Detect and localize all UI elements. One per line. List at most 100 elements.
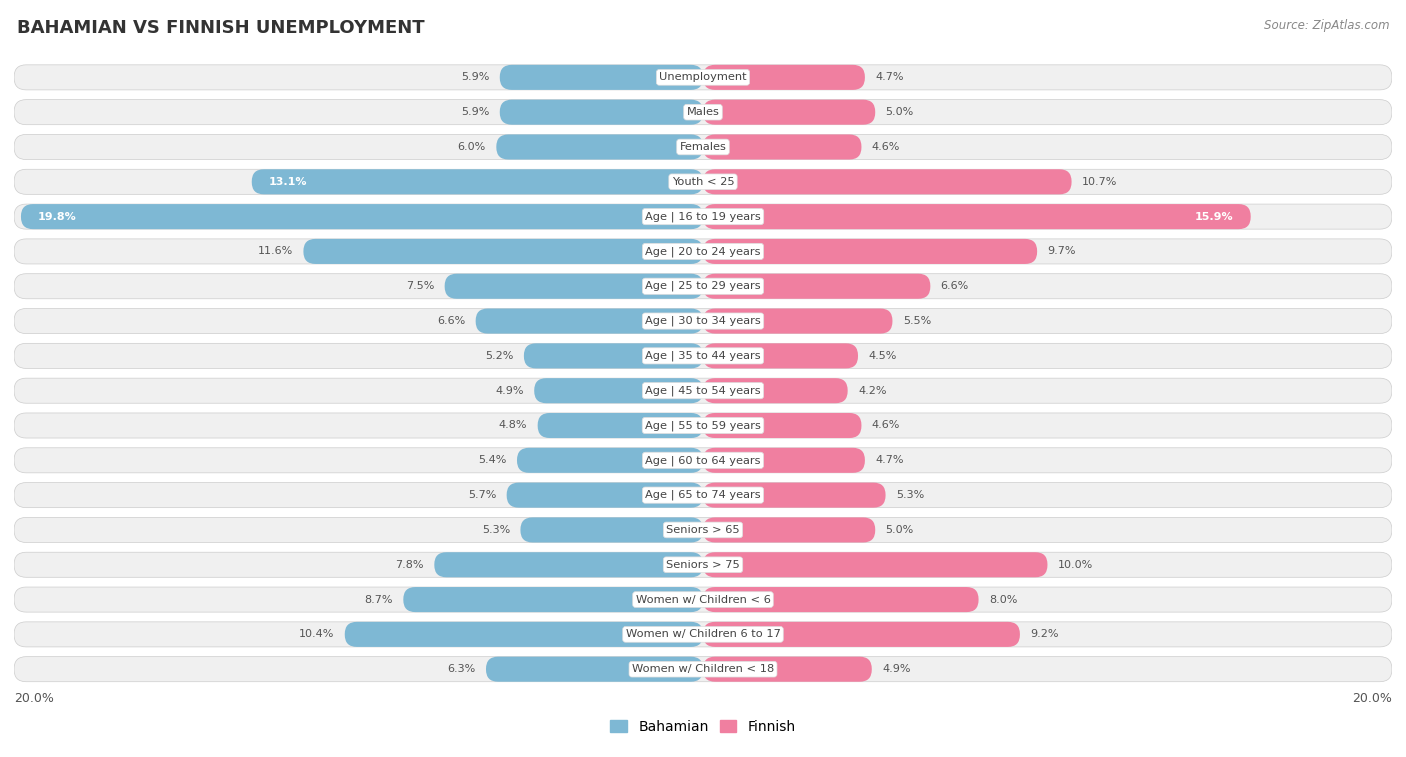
- Text: 4.9%: 4.9%: [882, 664, 911, 674]
- FancyBboxPatch shape: [703, 587, 979, 612]
- FancyBboxPatch shape: [703, 239, 1038, 264]
- Text: 5.7%: 5.7%: [468, 490, 496, 500]
- FancyBboxPatch shape: [14, 100, 1392, 125]
- Text: 4.7%: 4.7%: [875, 455, 904, 466]
- FancyBboxPatch shape: [499, 65, 703, 90]
- FancyBboxPatch shape: [703, 100, 875, 125]
- Text: 5.9%: 5.9%: [461, 107, 489, 117]
- FancyBboxPatch shape: [14, 552, 1392, 578]
- Text: Women w/ Children < 6: Women w/ Children < 6: [636, 594, 770, 605]
- FancyBboxPatch shape: [703, 621, 1019, 647]
- FancyBboxPatch shape: [486, 656, 703, 682]
- Text: 5.3%: 5.3%: [896, 490, 924, 500]
- Text: 19.8%: 19.8%: [38, 212, 77, 222]
- Text: Youth < 25: Youth < 25: [672, 177, 734, 187]
- Text: 13.1%: 13.1%: [269, 177, 308, 187]
- FancyBboxPatch shape: [14, 587, 1392, 612]
- Text: Age | 20 to 24 years: Age | 20 to 24 years: [645, 246, 761, 257]
- Legend: Bahamian, Finnish: Bahamian, Finnish: [605, 715, 801, 740]
- Text: 6.3%: 6.3%: [447, 664, 475, 674]
- Text: 5.4%: 5.4%: [478, 455, 506, 466]
- FancyBboxPatch shape: [14, 656, 1392, 682]
- FancyBboxPatch shape: [703, 552, 1047, 578]
- FancyBboxPatch shape: [703, 204, 1251, 229]
- Text: Males: Males: [686, 107, 720, 117]
- FancyBboxPatch shape: [534, 378, 703, 403]
- FancyBboxPatch shape: [14, 378, 1392, 403]
- Text: 9.7%: 9.7%: [1047, 247, 1076, 257]
- Text: 10.0%: 10.0%: [1057, 559, 1092, 570]
- FancyBboxPatch shape: [703, 413, 862, 438]
- FancyBboxPatch shape: [475, 309, 703, 334]
- FancyBboxPatch shape: [520, 517, 703, 543]
- Text: 4.9%: 4.9%: [495, 385, 524, 396]
- Text: 4.6%: 4.6%: [872, 142, 900, 152]
- FancyBboxPatch shape: [703, 483, 886, 508]
- FancyBboxPatch shape: [14, 135, 1392, 160]
- FancyBboxPatch shape: [703, 517, 875, 543]
- FancyBboxPatch shape: [703, 656, 872, 682]
- FancyBboxPatch shape: [703, 65, 865, 90]
- FancyBboxPatch shape: [14, 65, 1392, 90]
- Text: 4.7%: 4.7%: [875, 73, 904, 83]
- Text: 7.8%: 7.8%: [395, 559, 425, 570]
- FancyBboxPatch shape: [524, 344, 703, 369]
- FancyBboxPatch shape: [344, 621, 703, 647]
- FancyBboxPatch shape: [14, 344, 1392, 369]
- FancyBboxPatch shape: [703, 274, 931, 299]
- FancyBboxPatch shape: [14, 204, 1392, 229]
- Text: 4.2%: 4.2%: [858, 385, 887, 396]
- Text: 5.0%: 5.0%: [886, 525, 914, 535]
- Text: Age | 45 to 54 years: Age | 45 to 54 years: [645, 385, 761, 396]
- FancyBboxPatch shape: [252, 170, 703, 195]
- FancyBboxPatch shape: [14, 170, 1392, 195]
- Text: 10.4%: 10.4%: [299, 629, 335, 640]
- Text: 4.6%: 4.6%: [872, 420, 900, 431]
- FancyBboxPatch shape: [517, 448, 703, 473]
- Text: Age | 65 to 74 years: Age | 65 to 74 years: [645, 490, 761, 500]
- FancyBboxPatch shape: [14, 274, 1392, 299]
- Text: 10.7%: 10.7%: [1083, 177, 1118, 187]
- FancyBboxPatch shape: [14, 309, 1392, 334]
- FancyBboxPatch shape: [499, 100, 703, 125]
- FancyBboxPatch shape: [703, 309, 893, 334]
- Text: Age | 25 to 29 years: Age | 25 to 29 years: [645, 281, 761, 291]
- FancyBboxPatch shape: [14, 483, 1392, 508]
- Text: 6.0%: 6.0%: [458, 142, 486, 152]
- Text: Age | 55 to 59 years: Age | 55 to 59 years: [645, 420, 761, 431]
- Text: Women w/ Children < 18: Women w/ Children < 18: [631, 664, 775, 674]
- Text: 8.0%: 8.0%: [988, 594, 1018, 605]
- FancyBboxPatch shape: [14, 621, 1392, 647]
- Text: Age | 30 to 34 years: Age | 30 to 34 years: [645, 316, 761, 326]
- FancyBboxPatch shape: [21, 204, 703, 229]
- Text: 11.6%: 11.6%: [257, 247, 292, 257]
- Text: BAHAMIAN VS FINNISH UNEMPLOYMENT: BAHAMIAN VS FINNISH UNEMPLOYMENT: [17, 19, 425, 37]
- Text: 9.2%: 9.2%: [1031, 629, 1059, 640]
- FancyBboxPatch shape: [434, 552, 703, 578]
- FancyBboxPatch shape: [14, 413, 1392, 438]
- Text: 5.0%: 5.0%: [886, 107, 914, 117]
- Text: Seniors > 75: Seniors > 75: [666, 559, 740, 570]
- Text: 6.6%: 6.6%: [941, 282, 969, 291]
- Text: 5.3%: 5.3%: [482, 525, 510, 535]
- Text: 5.2%: 5.2%: [485, 351, 513, 361]
- FancyBboxPatch shape: [703, 344, 858, 369]
- Text: Females: Females: [679, 142, 727, 152]
- FancyBboxPatch shape: [703, 448, 865, 473]
- Text: 4.8%: 4.8%: [499, 420, 527, 431]
- FancyBboxPatch shape: [304, 239, 703, 264]
- FancyBboxPatch shape: [537, 413, 703, 438]
- Text: Seniors > 65: Seniors > 65: [666, 525, 740, 535]
- Text: 7.5%: 7.5%: [406, 282, 434, 291]
- Text: 6.6%: 6.6%: [437, 316, 465, 326]
- Text: Age | 16 to 19 years: Age | 16 to 19 years: [645, 211, 761, 222]
- FancyBboxPatch shape: [444, 274, 703, 299]
- FancyBboxPatch shape: [496, 135, 703, 160]
- Text: 5.5%: 5.5%: [903, 316, 931, 326]
- Text: Age | 60 to 64 years: Age | 60 to 64 years: [645, 455, 761, 466]
- Text: 20.0%: 20.0%: [14, 693, 53, 706]
- FancyBboxPatch shape: [703, 378, 848, 403]
- Text: 5.9%: 5.9%: [461, 73, 489, 83]
- FancyBboxPatch shape: [14, 517, 1392, 543]
- Text: Unemployment: Unemployment: [659, 73, 747, 83]
